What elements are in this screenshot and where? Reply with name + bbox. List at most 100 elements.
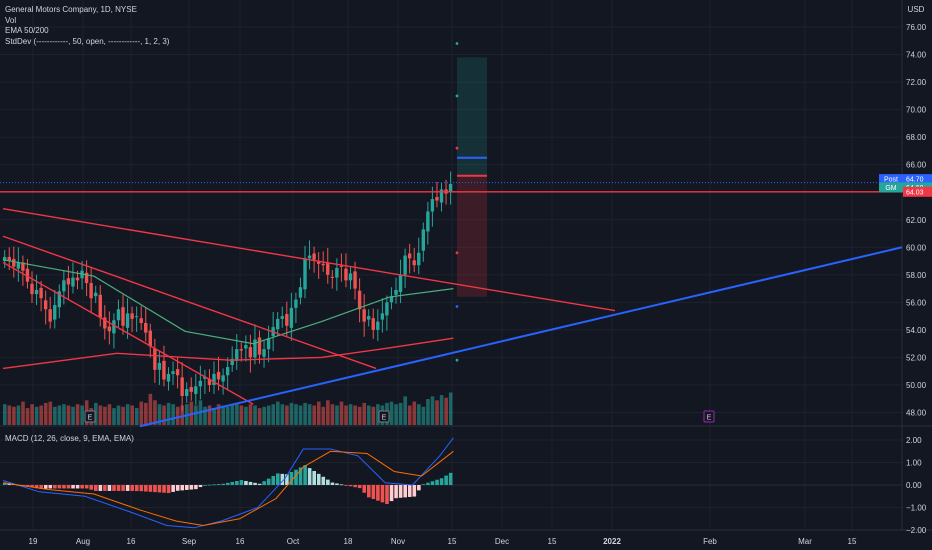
candle-body: [198, 380, 203, 387]
volume-bar: [221, 405, 225, 425]
volume-bar: [248, 404, 253, 425]
trend-lines[interactable]: [0, 182, 903, 428]
candle-body: [435, 197, 439, 201]
candle-body: [398, 274, 403, 293]
macd-histogram-bar: [34, 485, 39, 489]
candle-body: [7, 256, 11, 262]
macd-histogram-bar: [316, 473, 321, 485]
macd-histogram-bar: [439, 478, 444, 485]
candle-body: [166, 373, 171, 382]
candle-body: [139, 318, 143, 324]
stddev-dots: [455, 42, 459, 362]
candle-body: [380, 313, 385, 320]
macd-histogram-bar: [80, 485, 84, 489]
candlesticks: [3, 171, 453, 412]
price-tick-label: 56.00: [906, 298, 927, 307]
candle-body: [130, 313, 134, 319]
macd-histogram-bar: [312, 470, 316, 485]
price-tag-label: Post: [884, 177, 898, 184]
volume-bar: [376, 404, 380, 425]
volume-bar: [262, 406, 266, 425]
time-tick-label: Mar: [798, 537, 812, 546]
candle-body: [235, 349, 239, 361]
candle-body: [225, 367, 230, 376]
volume-bar: [235, 402, 239, 425]
volume-bar: [116, 405, 121, 425]
candle-body: [121, 307, 125, 326]
volume-bar: [7, 405, 12, 425]
volume-indicator-label[interactable]: Vol: [5, 15, 17, 25]
stddev-dot: [455, 251, 459, 255]
macd-histogram-bar: [321, 476, 326, 485]
volume-bar: [3, 404, 7, 425]
earnings-label: E: [88, 415, 93, 422]
macd-histogram-bar: [248, 481, 253, 485]
macd-histogram-bar: [171, 485, 175, 492]
macd-histogram-bar: [103, 485, 107, 491]
macd-histogram-bar: [144, 485, 148, 492]
earnings-box: [703, 410, 715, 423]
volume-bar: [148, 393, 153, 425]
macd-histogram-bar: [125, 485, 130, 491]
candle-body: [103, 317, 107, 329]
volume-bar: [34, 406, 39, 425]
earnings-label: E: [382, 415, 387, 422]
ema-lines: [2, 259, 454, 370]
symbol-title[interactable]: General Motors Company, 1D, NYSE: [5, 5, 137, 14]
volume-bar: [339, 401, 344, 425]
macd-histogram-bar: [430, 481, 435, 485]
macd-histogram-bar: [244, 480, 248, 485]
candle-body: [185, 389, 189, 396]
volume-bar: [157, 404, 162, 425]
macd-histogram-bar: [216, 484, 221, 485]
candle-body: [175, 369, 180, 376]
ema-indicator-label[interactable]: EMA 50/200: [5, 26, 49, 35]
macd-histogram-bar: [39, 485, 43, 489]
candle-body: [330, 276, 334, 278]
macd-histogram-bar: [107, 485, 112, 491]
volume-bar: [398, 402, 403, 425]
macd-histogram-bar: [344, 485, 348, 486]
volume-bar: [253, 405, 257, 425]
macd-histogram-bar: [444, 475, 448, 485]
macd-histogram-bar: [166, 485, 171, 494]
candle-body: [98, 294, 102, 318]
volume-bar: [112, 408, 116, 425]
macd-histogram-bar: [435, 479, 439, 485]
candle-body: [84, 272, 89, 284]
macd-histogram-bar: [230, 481, 235, 485]
candle-body: [171, 371, 175, 374]
macd-histogram-bar: [253, 482, 257, 485]
macd-histogram-bar: [276, 473, 280, 485]
candle-body: [62, 280, 66, 292]
time-tick-label: Feb: [703, 537, 717, 546]
volume-bar: [130, 405, 134, 425]
stddev-indicator-label[interactable]: StdDev (------------, 50, open, --------…: [5, 36, 170, 46]
candle-body: [30, 283, 34, 295]
candle-body: [153, 348, 157, 370]
trend-line: [2, 261, 254, 405]
grid-lines: [0, 0, 932, 531]
volume-bar: [294, 404, 298, 425]
volume-bar: [212, 408, 216, 425]
macd-histogram-bar: [75, 485, 80, 489]
macd-histogram-bar: [221, 483, 225, 485]
volume-bar: [289, 402, 294, 425]
position-tool[interactable]: [457, 57, 487, 297]
macd-histogram-bar: [412, 485, 417, 497]
price-tick-label: 60.00: [906, 243, 927, 252]
macd-histogram-bar: [307, 468, 312, 485]
macd-histogram-bar: [180, 485, 185, 491]
stddev-dot: [455, 305, 459, 308]
price-tag-label: GM: [885, 185, 896, 192]
candle-body: [43, 300, 48, 310]
macd-legend[interactable]: MACD (12, 26, close, 9, EMA, EMA): [5, 434, 134, 443]
macd-histogram-bar: [371, 485, 376, 500]
volume-bar: [326, 400, 330, 425]
macd-histogram-bar: [298, 467, 303, 485]
volume-bar: [144, 402, 148, 425]
earnings-box: [84, 410, 96, 423]
macd-histogram-bar: [162, 485, 166, 493]
